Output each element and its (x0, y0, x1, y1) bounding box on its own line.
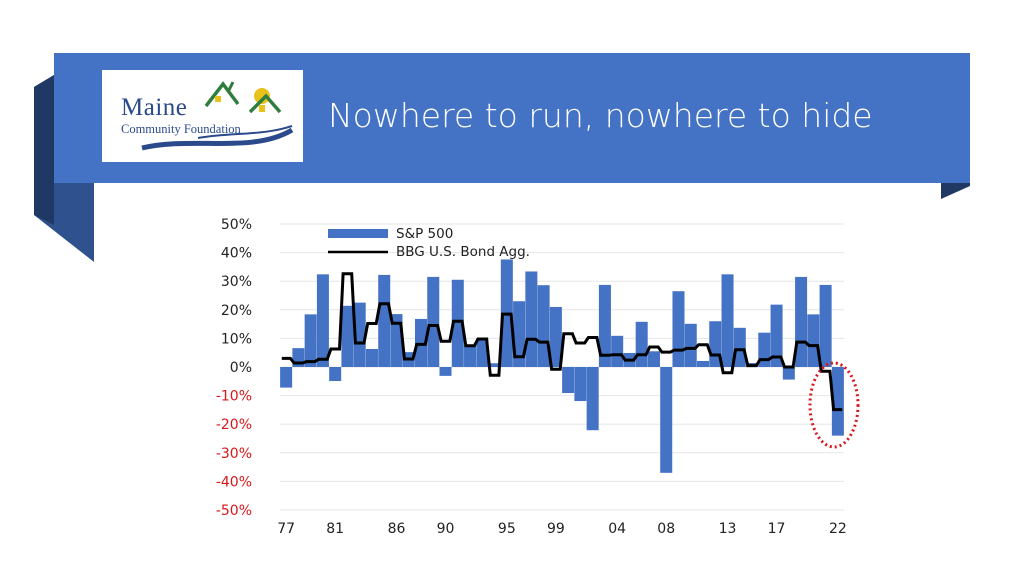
x-tick-label: 17 (768, 521, 786, 537)
x-tick-label: 13 (719, 521, 737, 537)
bar-sp500 (819, 284, 832, 367)
x-tick-label: 77 (277, 521, 295, 537)
bar-sp500 (807, 314, 820, 367)
y-tick-label: -30% (216, 446, 252, 462)
bar-sp500 (696, 360, 710, 367)
bar-sp500 (574, 367, 587, 402)
bar-sp500 (733, 327, 746, 367)
bar-sp500 (598, 284, 611, 367)
y-tick-label: -50% (216, 503, 252, 519)
bar-sp500 (329, 367, 342, 382)
bar-sp500 (464, 345, 477, 367)
legend: S&P 500 BBG U.S. Bond Agg. (328, 226, 530, 260)
bar-sp500 (341, 305, 354, 367)
bar-sp500 (537, 285, 550, 367)
bar-sp500 (586, 367, 599, 431)
logo-houses-icon (141, 81, 294, 151)
x-tick-label: 90 (437, 521, 455, 537)
y-tick-label: 50% (221, 217, 252, 233)
bar-sp500 (660, 367, 673, 473)
legend-label-bond: BBG U.S. Bond Agg. (396, 244, 530, 260)
highlight-circle-annotation (808, 361, 860, 449)
bar-sp500 (549, 306, 562, 367)
bar-sp500 (525, 271, 538, 367)
y-tick-label: 0% (230, 360, 252, 376)
legend-swatch-sp500 (328, 229, 388, 238)
bar-sp500 (378, 274, 391, 367)
bar-sp500 (365, 348, 378, 367)
y-tick-label: -20% (216, 417, 252, 433)
bar-sp500 (795, 276, 808, 367)
bar-sp500 (476, 338, 489, 367)
x-tick-label: 95 (498, 521, 516, 537)
bar-sp500 (353, 302, 366, 367)
y-tick-label: 20% (221, 303, 252, 319)
x-tick-label: 81 (326, 521, 344, 537)
bond-line (281, 272, 843, 412)
banner-fold-right (941, 183, 970, 199)
y-axis-ticks: 50% 40% 30% 20% 10% 0% -10% -20% -30% -40% -50% (216, 217, 252, 519)
logo: Maine Community Foundation (102, 70, 303, 162)
x-tick-label: 86 (388, 521, 406, 537)
bar-sp500 (304, 314, 317, 367)
x-tick-label: 22 (829, 521, 847, 537)
bar-sp500 (672, 291, 685, 367)
bar-sp500 (439, 367, 452, 376)
bar-sp500 (684, 323, 697, 367)
bar-sp500 (770, 304, 783, 367)
bar-sp500 (635, 321, 648, 367)
bar-sp500 (782, 367, 795, 380)
bar-sp500 (562, 367, 575, 394)
y-tick-label: 30% (221, 274, 252, 290)
y-tick-label: -40% (216, 474, 252, 490)
x-tick-label: 99 (547, 521, 565, 537)
bar-sp500 (390, 314, 403, 367)
y-tick-label: 10% (221, 331, 252, 347)
logo-subtitle: Community Foundation (121, 122, 241, 136)
logo-name: Maine (121, 94, 188, 121)
bar-sp500 (611, 335, 624, 367)
bar-sp500 (451, 279, 464, 367)
y-tick-label: 40% (221, 246, 252, 262)
page-title: Nowhere to run, nowhere to hide (328, 96, 873, 135)
bar-sp500 (647, 351, 660, 367)
bar-sp500 (280, 367, 293, 388)
y-tick-label: -10% (216, 389, 252, 405)
bar-sp500 (488, 363, 501, 367)
bar-sp500 (427, 276, 440, 367)
legend-label-sp500: S&P 500 (396, 226, 453, 242)
bar-sp500 (831, 367, 844, 436)
x-tick-label: 08 (657, 521, 675, 537)
x-axis-ticks: 77 81 86 90 95 99 04 08 13 17 22 (277, 521, 847, 537)
x-tick-label: 04 (608, 521, 626, 537)
bar-sp500 (721, 274, 734, 367)
bar-sp500 (513, 301, 526, 367)
bar-sp500 (316, 274, 329, 367)
